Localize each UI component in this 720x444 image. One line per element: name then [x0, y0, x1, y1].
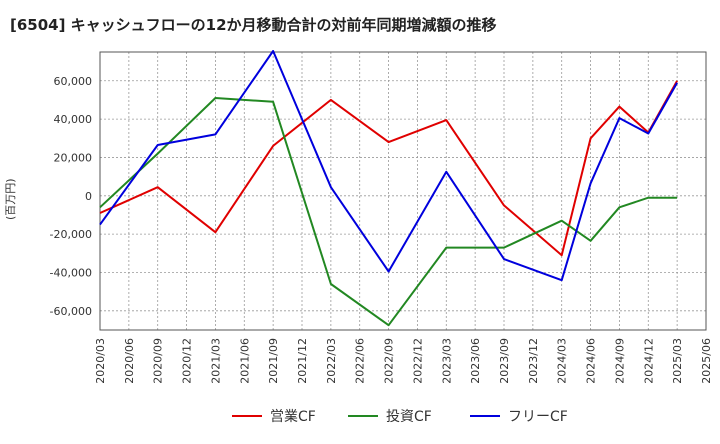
- x-tick-label: 2024/06: [585, 338, 598, 384]
- x-tick-label: 2020/09: [152, 338, 165, 384]
- series-line: [99, 50, 678, 282]
- y-axis-label: (百万円): [4, 178, 17, 220]
- legend-label: 営業CF: [270, 409, 316, 425]
- legend-label: 投資CF: [386, 409, 432, 425]
- y-tick-label: -60,000: [50, 305, 92, 318]
- x-tick-label: 2023/03: [440, 338, 453, 384]
- y-tick-label: 0: [85, 190, 92, 203]
- x-tick-label: 2020/12: [181, 338, 194, 384]
- x-tick-label: 2023/09: [498, 338, 511, 384]
- x-tick-label: 2024/03: [556, 338, 569, 384]
- x-tick-label: 2020/03: [94, 338, 107, 384]
- y-tick-label: -40,000: [50, 266, 92, 279]
- y-tick-label: 40,000: [54, 113, 93, 126]
- x-tick-label: 2024/09: [613, 338, 626, 384]
- chart-title: [6504] キャッシュフローの12か月移動合計の対前年同期増減額の推移: [10, 16, 497, 34]
- x-tick-label: 2021/06: [238, 338, 251, 384]
- x-tick-label: 2023/12: [527, 338, 540, 384]
- y-tick-label: 60,000: [54, 75, 93, 88]
- y-tick-label: 20,000: [54, 151, 93, 164]
- x-tick-label: 2025/03: [671, 338, 684, 384]
- x-tick-label: 2022/09: [383, 338, 396, 384]
- x-tick-label: 2022/12: [411, 338, 424, 384]
- x-tick-label: 2022/06: [354, 338, 367, 384]
- plot-area: [100, 52, 706, 330]
- series-line: [99, 80, 678, 257]
- legend-label: フリーCF: [508, 409, 568, 425]
- plot-border: [99, 51, 707, 331]
- x-tick-label: 2020/06: [123, 338, 136, 384]
- x-tick-label: 2023/06: [469, 338, 482, 384]
- y-tick-label: -20,000: [50, 228, 92, 241]
- series-line: [99, 97, 678, 327]
- x-tick-label: 2021/03: [209, 338, 222, 384]
- x-tick-label: 2022/03: [325, 338, 338, 384]
- x-tick-label: 2024/12: [642, 338, 655, 384]
- x-tick-label: 2025/06: [700, 338, 713, 384]
- x-tick-label: 2021/12: [296, 338, 309, 384]
- x-tick-label: 2021/09: [267, 338, 280, 384]
